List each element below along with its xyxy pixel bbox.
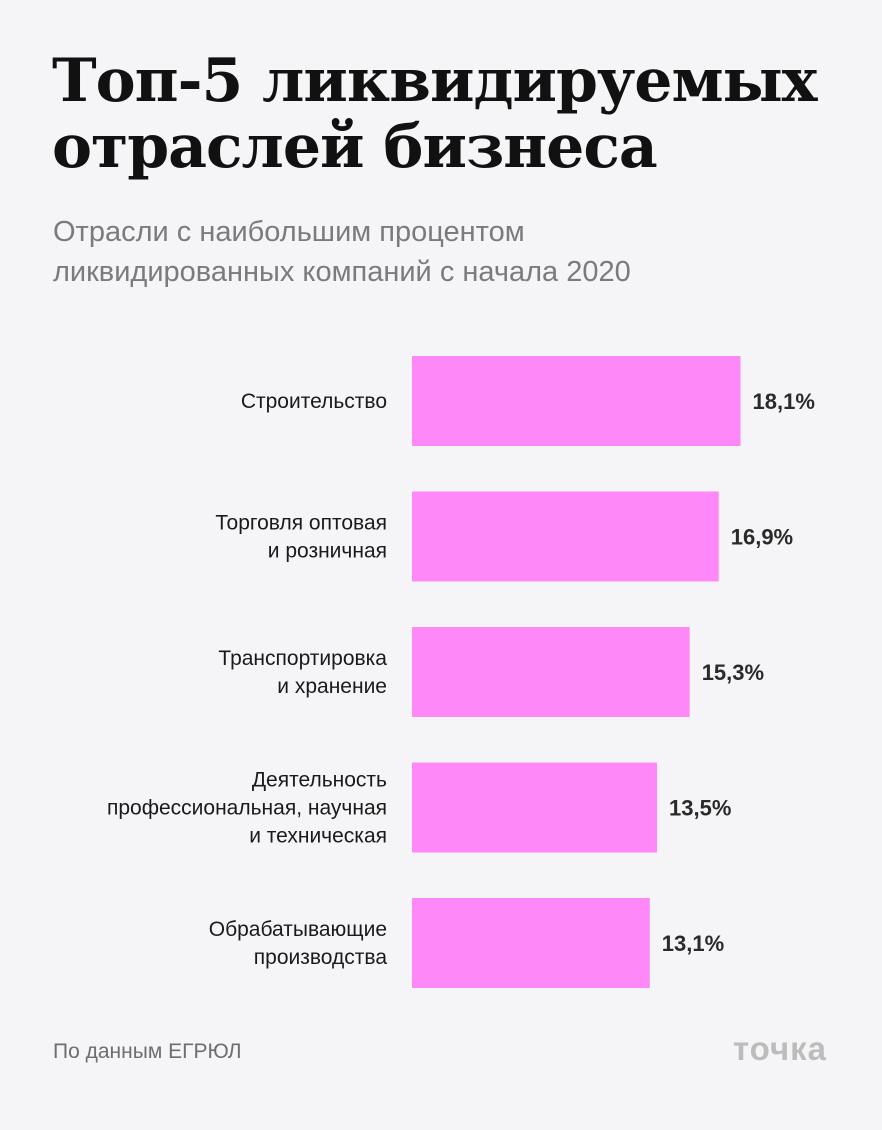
category-label-4: Деятельность профессиональная, научная и т… [107,769,387,848]
bar-4 [412,762,658,853]
category-label-line: профессиональная, научная [107,797,387,820]
category-label-line: Строительство [241,390,387,413]
value-label-4: 13,5% [669,796,731,821]
category-label-line: Торговля оптовая [215,512,387,535]
chart-title: Топ-5 ликвидируемых отраслей бизнеса [52,48,852,180]
chart-title-line-2: отраслей бизнеса [52,112,658,182]
brand-logo: точка [732,1030,827,1067]
bar-3 [412,627,690,717]
category-label-line: и розничная [268,540,387,563]
chart-subtitle: Отрасли с наибольшим процентом ликвидиро… [53,212,833,292]
category-label-line: производства [254,946,388,969]
category-label-1: Строительство [241,390,387,413]
chart-subtitle-line-1: Отрасли с наибольшим процентом [53,216,525,248]
chart-subtitle-line-2: ликвидированных компаний с начала 2020 [53,256,631,288]
chart-title-line-1: Топ-5 ликвидируемых [52,46,818,116]
category-label-line: и хранение [277,675,387,698]
category-label-5: Обрабатывающие производства [209,918,388,969]
category-label-line: и техническая [249,825,387,848]
category-label-2: Торговля оптовая и розничная [215,512,387,563]
source-note: По данным ЕГРЮЛ [53,1040,242,1063]
category-label-3: Транспортировка и хранение [218,647,387,698]
value-label-3: 15,3% [702,660,764,685]
category-label-line: Обрабатывающие [209,918,387,941]
value-label-5: 13,1% [662,931,724,956]
bar-chart: 18,1% Строительство 16,9% Торговля оптовая и… [107,356,815,988]
value-label-2: 16,9% [731,525,793,550]
bar-2 [412,491,719,582]
bar-5 [412,898,650,988]
bar-1 [412,356,741,446]
category-label-line: Деятельность [252,769,387,792]
value-label-1: 18,1% [753,389,815,414]
category-label-line: Транспортировка [218,647,387,670]
